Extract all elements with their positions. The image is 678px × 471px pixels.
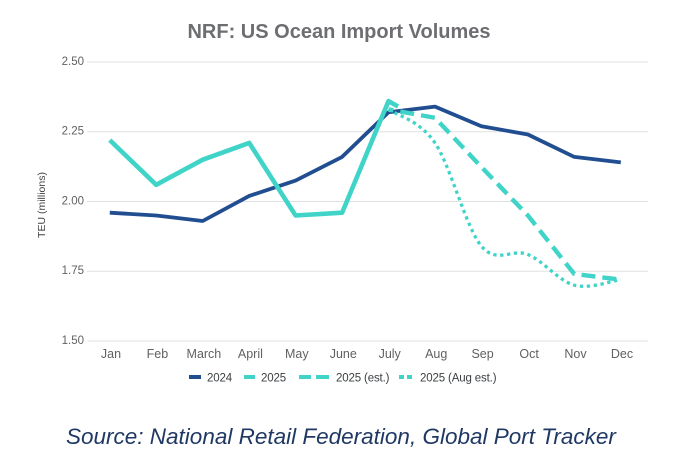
svg-text:Nov: Nov [564, 347, 587, 361]
svg-text:2025 (Aug est.): 2025 (Aug est.) [420, 373, 497, 385]
svg-text:Jan: Jan [101, 347, 121, 361]
svg-text:2.00: 2.00 [62, 195, 84, 207]
svg-text:NRF: US Ocean Import Volumes: NRF: US Ocean Import Volumes [187, 21, 490, 43]
svg-text:2.50: 2.50 [62, 56, 84, 68]
svg-text:July: July [379, 347, 402, 361]
svg-text:1.75: 1.75 [62, 265, 84, 277]
svg-text:1.50: 1.50 [62, 335, 84, 347]
svg-text:June: June [330, 347, 357, 361]
svg-text:Source: National Retail Federa: Source: National Retail Federation, Glob… [66, 424, 617, 449]
svg-text:2025: 2025 [261, 373, 286, 385]
svg-text:Oct: Oct [519, 347, 539, 361]
svg-text:Dec: Dec [611, 347, 633, 361]
svg-text:Sep: Sep [471, 347, 493, 361]
svg-text:2.25: 2.25 [62, 126, 84, 138]
svg-text:March: March [187, 347, 222, 361]
svg-text:Aug: Aug [425, 347, 447, 361]
svg-text:TEU (millions): TEU (millions) [36, 172, 48, 238]
svg-text:2024: 2024 [207, 373, 233, 385]
svg-text:2025 (est.): 2025 (est.) [336, 373, 390, 385]
svg-text:May: May [285, 347, 309, 361]
svg-text:Feb: Feb [147, 347, 169, 361]
svg-text:April: April [238, 347, 263, 361]
